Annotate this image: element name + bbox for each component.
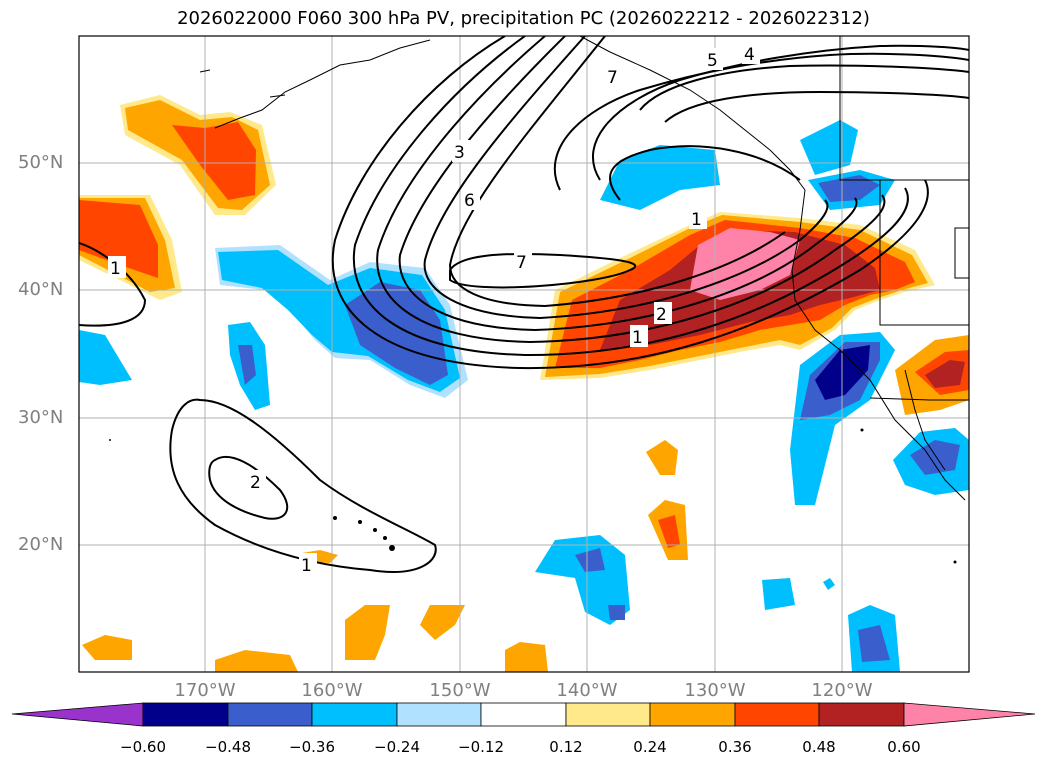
lat-label-20n: 20°N xyxy=(18,534,64,555)
precip-positive-area xyxy=(925,360,965,388)
precip-negative-area xyxy=(535,535,630,625)
colorbar-tick-label: −0.48 xyxy=(205,738,251,756)
lat-label-50n: 50°N xyxy=(18,152,64,173)
colorbar-segment xyxy=(311,702,398,727)
precip-positive-area xyxy=(82,635,132,660)
precip-negative-area xyxy=(762,578,795,610)
colorbar-tick-label: −0.12 xyxy=(458,738,504,756)
precip-negative-area xyxy=(608,605,625,620)
lat-label-40n: 40°N xyxy=(18,279,64,300)
precip-positive-area xyxy=(172,122,256,200)
colorbar-tick-label: −0.24 xyxy=(374,738,420,756)
precip-negative-area xyxy=(910,440,960,475)
contour-label: 7 xyxy=(607,68,618,88)
precip-negative-area xyxy=(238,345,256,385)
colorbar-segment xyxy=(396,702,482,727)
colorbar-segment xyxy=(649,702,736,727)
contour-label: 3 xyxy=(454,143,465,163)
colorbar-tick-label: −0.36 xyxy=(289,738,335,756)
lon-label-120w: 120°W xyxy=(811,680,873,701)
lon-label-130w: 130°W xyxy=(684,680,746,701)
colorbar-segment xyxy=(734,702,820,727)
precip-positive-area xyxy=(345,605,390,660)
contour-label: 7 xyxy=(516,253,527,273)
contour-label: 5 xyxy=(707,51,718,71)
lon-label-160w: 160°W xyxy=(301,680,363,701)
contour-label: 1 xyxy=(632,328,643,348)
precip-negative-area xyxy=(575,548,605,572)
contour-label: 4 xyxy=(744,45,755,65)
contour-label: 1 xyxy=(691,210,702,230)
precip-negative-area xyxy=(800,120,858,175)
contour-label-group: 3 6 7 5 4 7 1 2 1 2 1 1 xyxy=(108,42,760,576)
colorbar-segment xyxy=(11,702,144,727)
map-title: 2026022000 F060 300 hPa PV, precipitatio… xyxy=(177,8,870,29)
contour-label: 6 xyxy=(464,191,475,211)
colorbar xyxy=(11,702,1036,727)
lon-label-140w: 140°W xyxy=(556,680,618,701)
precip-positive-area xyxy=(658,515,680,548)
colorbar-segment xyxy=(818,702,905,727)
lon-label-150w: 150°W xyxy=(429,680,491,701)
colorbar-tick-label: 0.12 xyxy=(549,738,583,756)
contour-label: 2 xyxy=(250,473,261,493)
colorbar-tick-label: 0.60 xyxy=(887,738,921,756)
colorbar-tick-label: 0.48 xyxy=(802,738,836,756)
colorbar-segment xyxy=(142,702,229,727)
precip-negative-area xyxy=(79,330,132,385)
precip-positive-area xyxy=(215,650,298,672)
colorbar-segment xyxy=(480,702,567,727)
precip-positive-area xyxy=(505,642,548,672)
colorbar-tick-label: 0.36 xyxy=(718,738,752,756)
map-border xyxy=(78,35,970,673)
colorbar-segment xyxy=(565,702,651,727)
lat-label-30n: 30°N xyxy=(18,407,64,428)
precip-negative-area xyxy=(858,625,890,662)
precip-positive-area xyxy=(420,605,465,640)
colorbar-segment xyxy=(227,702,313,727)
precip-negative-area xyxy=(600,145,720,210)
colorbar-tick-label: −0.60 xyxy=(120,738,166,756)
precip-positive-area xyxy=(646,440,678,475)
contour-label: 1 xyxy=(301,556,312,576)
precip-negative-area xyxy=(345,282,448,385)
contour-label: 1 xyxy=(110,259,121,279)
islands xyxy=(109,428,957,564)
colorbar-segment xyxy=(903,702,1036,727)
pv-contours xyxy=(79,36,969,573)
precip-positive-area xyxy=(79,200,158,278)
contour-label: 2 xyxy=(656,305,667,325)
precip-negative-area xyxy=(823,578,835,590)
precip-negative-area xyxy=(818,175,880,202)
colorbar-tick-label: 0.24 xyxy=(633,738,667,756)
lon-label-170w: 170°W xyxy=(174,680,236,701)
